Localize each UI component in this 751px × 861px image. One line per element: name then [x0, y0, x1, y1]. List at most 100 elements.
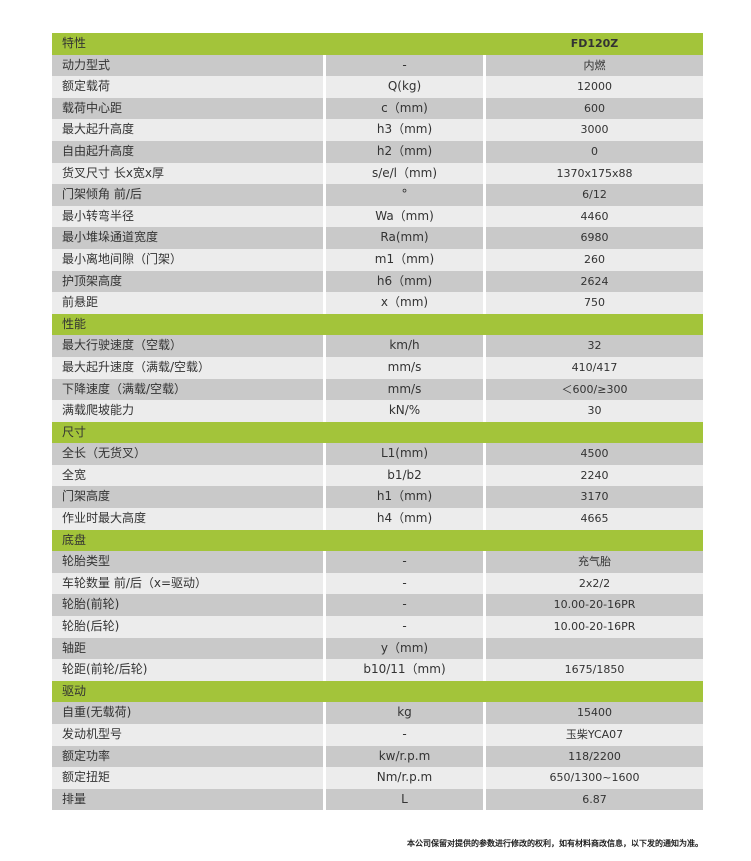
table-row: 发动机型号 - 玉柴YCA07	[52, 724, 703, 746]
spec-name: 载荷中心距	[52, 97, 323, 120]
table-row: 轮胎(前轮) -10.00-20-16PR	[52, 594, 703, 617]
spec-name: 下降速度（满载/空载）	[52, 378, 323, 401]
spec-name: 前悬距	[52, 292, 323, 314]
spec-unit: c（mm)	[326, 97, 483, 120]
section-header: 性能	[52, 313, 703, 336]
table-row: 最大起升高度 h3（mm) 3000	[52, 119, 703, 141]
section-header: 底盘	[52, 529, 703, 552]
table-row: 额定载荷 Q(kg) 12000	[52, 76, 703, 98]
spec-name: 货叉尺寸 长x宽x厚	[52, 162, 323, 185]
spec-name: 额定功率	[52, 745, 323, 768]
spec-unit: L1(mm)	[326, 443, 483, 465]
spec-unit: h2（mm)	[326, 140, 483, 163]
table-row: 额定功率 kw/r.p.m 118/2200	[52, 745, 703, 768]
spec-name: 发动机型号	[52, 724, 323, 746]
table-row: 作业时最大高度 h4（mm) 4665	[52, 508, 703, 530]
spec-value: 4500	[486, 443, 703, 465]
spec-name: 排量	[52, 788, 323, 811]
spec-unit: km/h	[326, 335, 483, 357]
spec-unit: h6（mm)	[326, 270, 483, 293]
spec-name: 最大起升高度	[52, 119, 323, 141]
spec-value: 32	[486, 335, 703, 357]
spec-value: 10.00-20-16PR	[486, 616, 703, 638]
table-row: 最大行驶速度（空载） km/h 32	[52, 335, 703, 357]
table-row: 最小离地间隙（门架） m1（mm) 260	[52, 248, 703, 271]
spec-name: 最小离地间隙（门架）	[52, 248, 323, 271]
spec-name: 车轮数量 前/后（x=驱动）	[52, 572, 323, 595]
spec-unit: x（mm)	[326, 292, 483, 314]
section-title: 驱动	[62, 683, 87, 698]
table-row: 额定扭矩 Nm/r.p.m 650/1300~1600	[52, 767, 703, 789]
spec-name: 最大起升速度（满载/空载）	[52, 356, 323, 379]
table-row: 轮胎类型 - 充气胎	[52, 551, 703, 573]
spec-table: 特性 FD120Z 动力型式 - 内燃 额定载荷 Q(kg) 12000 载荷中心距 c（mm…	[52, 33, 703, 811]
spec-unit: -	[326, 54, 483, 77]
spec-value: 410/417	[486, 356, 703, 379]
spec-value: 2240	[486, 464, 703, 487]
spec-unit: kN/%	[326, 400, 483, 422]
spec-unit: y（mm)	[326, 637, 483, 660]
spec-value	[486, 637, 703, 660]
spec-value: 118/2200	[486, 745, 703, 768]
spec-value: 6/12	[486, 184, 703, 206]
spec-name: 护顶架高度	[52, 270, 323, 293]
spec-value: 1370x175x88	[486, 162, 703, 185]
spec-unit: m1（mm)	[326, 248, 483, 271]
spec-value: ＜600/≥300	[486, 378, 703, 401]
table-row: 满载爬坡能力 kN/% 30	[52, 400, 703, 422]
spec-unit: h3（mm)	[326, 119, 483, 141]
spec-value: 2624	[486, 270, 703, 293]
header-label: 特性	[62, 36, 87, 50]
spec-unit: °	[326, 184, 483, 206]
spec-value: 充气胎	[486, 551, 703, 573]
table-row: 门架倾角 前/后 ° 6/12	[52, 184, 703, 206]
spec-value: 0	[486, 140, 703, 163]
spec-unit: kw/r.p.m	[326, 745, 483, 768]
spec-unit: -	[326, 551, 483, 573]
table-row: 轮胎(后轮) -10.00-20-16PR	[52, 616, 703, 638]
spec-unit: h1（mm)	[326, 486, 483, 509]
table-row: 动力型式 - 内燃	[52, 54, 703, 77]
spec-name: 额定扭矩	[52, 767, 323, 789]
spec-unit: b1/b2	[326, 464, 483, 487]
spec-unit: Wa（mm)	[326, 205, 483, 228]
spec-value: 内燃	[486, 54, 703, 77]
spec-value: 6980	[486, 227, 703, 249]
spec-name: 轮距(前轮/后轮)	[52, 659, 323, 681]
spec-name: 作业时最大高度	[52, 508, 323, 530]
spec-name: 全宽	[52, 464, 323, 487]
spec-unit: mm/s	[326, 356, 483, 379]
spec-value: 260	[486, 248, 703, 271]
table-row: 轴距 y（mm)	[52, 637, 703, 660]
section-title: 性能	[62, 316, 87, 331]
spec-unit: s/e/l（mm)	[326, 162, 483, 185]
table-row: 全长（无货叉） L1(mm) 4500	[52, 443, 703, 465]
spec-name: 最小堆垛通道宽度	[52, 227, 323, 249]
table-row: 前悬距 x（mm) 750	[52, 292, 703, 314]
spec-name: 动力型式	[52, 54, 323, 77]
table-row: 最小堆垛通道宽度 Ra(mm) 6980	[52, 227, 703, 249]
spec-name: 最大行驶速度（空载）	[52, 335, 323, 357]
spec-value: 600	[486, 97, 703, 120]
spec-value: 2x2/2	[486, 572, 703, 595]
table-row: 载荷中心距 c（mm) 600	[52, 97, 703, 120]
spec-name: 全长（无货叉）	[52, 443, 323, 465]
spec-value: 15400	[486, 702, 703, 724]
table-row: 最小转弯半径 Wa（mm) 4460	[52, 205, 703, 228]
spec-name: 最小转弯半径	[52, 205, 323, 228]
table-row: 自由起升高度 h2（mm) 0	[52, 140, 703, 163]
spec-value: 3170	[486, 486, 703, 509]
spec-name: 自重(无载荷)	[52, 702, 323, 724]
spec-name: 门架高度	[52, 486, 323, 509]
spec-value: 650/1300~1600	[486, 767, 703, 789]
spec-unit: -	[326, 572, 483, 595]
spec-value: 750	[486, 292, 703, 314]
spec-name: 轮胎类型	[52, 551, 323, 573]
spec-unit: b10/11（mm)	[326, 659, 483, 681]
spec-unit: h4（mm)	[326, 508, 483, 530]
spec-unit: Q(kg)	[326, 76, 483, 98]
spec-unit: L	[326, 788, 483, 811]
section-title: 尺寸	[62, 424, 87, 439]
spec-name: 轮胎(后轮)	[52, 616, 323, 638]
header-model: FD120Z	[570, 37, 619, 50]
